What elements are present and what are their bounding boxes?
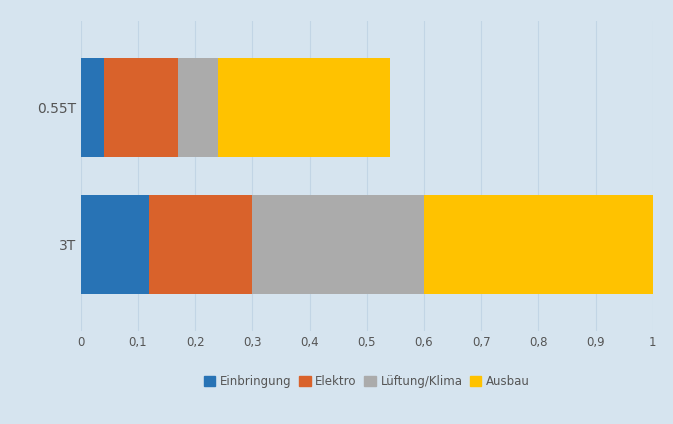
Bar bbox=[252, 195, 424, 293]
Bar bbox=[149, 195, 252, 293]
Bar bbox=[424, 195, 653, 293]
Bar bbox=[81, 195, 149, 293]
Bar bbox=[81, 59, 104, 157]
Bar bbox=[104, 59, 178, 157]
Bar bbox=[178, 59, 218, 157]
Legend: Einbringung, Elektro, Lüftung/Klima, Ausbau: Einbringung, Elektro, Lüftung/Klima, Aus… bbox=[199, 371, 534, 393]
Bar bbox=[218, 59, 390, 157]
